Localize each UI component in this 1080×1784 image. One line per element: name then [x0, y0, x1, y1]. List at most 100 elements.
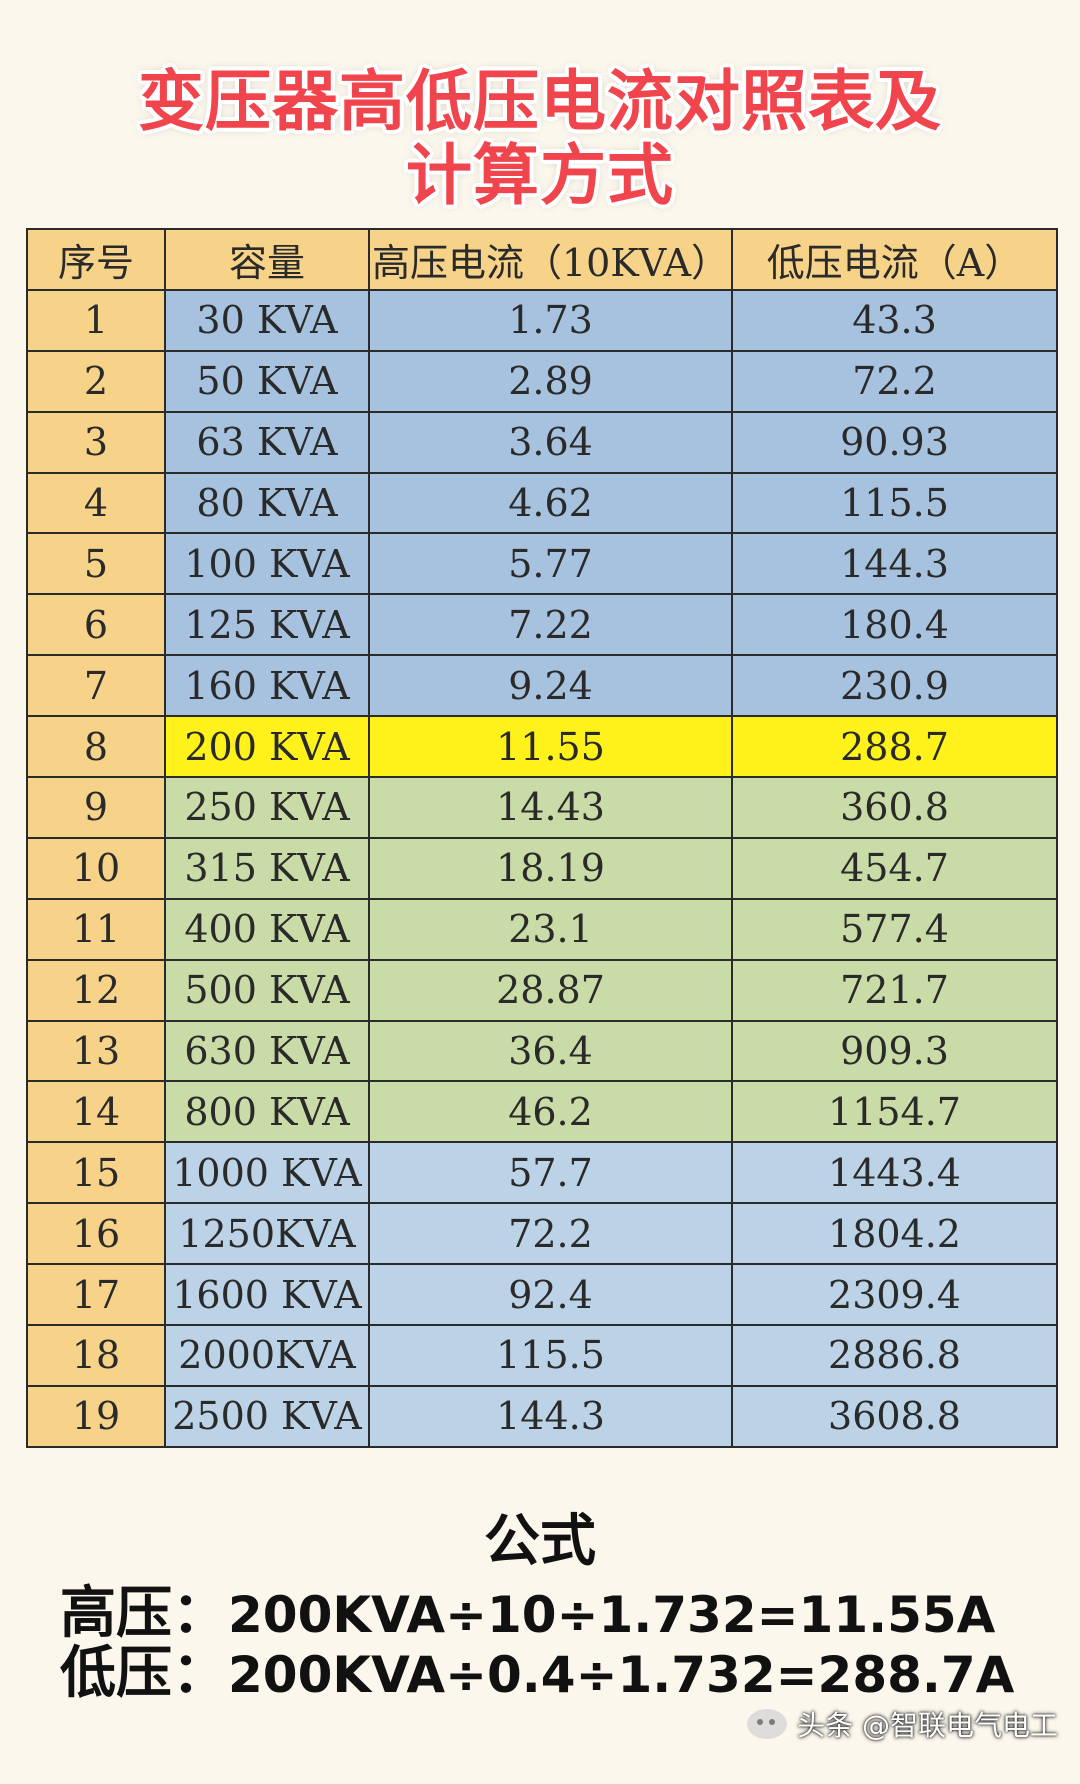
cell-seq: 17 — [26, 1263, 166, 1327]
cell-seq: 14 — [26, 1080, 166, 1144]
wechat-icon — [747, 1709, 788, 1739]
cell-capacity: 100 KVA — [164, 532, 370, 596]
cell-low-current: 43.3 — [731, 288, 1058, 352]
cell-seq: 4 — [26, 471, 166, 535]
cell-seq: 9 — [26, 776, 166, 839]
cell-capacity: 63 KVA — [164, 410, 370, 474]
table-row: 13 630 KVA 36.4 909.3 — [26, 1019, 1058, 1083]
table-body: 1 30 KVA 1.73 43.3 2 50 KVA 2.89 72.2 3 63 KVA 3.6… — [26, 288, 1058, 1448]
cell-seq: 19 — [26, 1384, 166, 1448]
cell-high-current: 92.4 — [368, 1263, 733, 1327]
cell-low-current: 360.8 — [731, 776, 1058, 839]
cell-capacity: 80 KVA — [164, 471, 370, 535]
table-row: 3 63 KVA 3.64 90.93 — [26, 410, 1058, 474]
table-row: 15 1000 KVA 57.7 1443.4 — [26, 1141, 1058, 1205]
cell-seq: 15 — [26, 1141, 166, 1205]
cell-high-current: 28.87 — [368, 958, 733, 1022]
cell-seq: 11 — [26, 897, 166, 961]
cell-high-current: 1.73 — [368, 288, 733, 352]
cell-high-current: 4.62 — [368, 471, 733, 535]
cell-capacity: 500 KVA — [164, 958, 370, 1022]
cell-high-current: 57.7 — [368, 1141, 733, 1205]
cell-capacity: 250 KVA — [164, 776, 370, 839]
cell-high-current: 46.2 — [368, 1080, 733, 1144]
cell-seq: 8 — [26, 715, 166, 779]
formula-low-expression: 200KVA÷0.4÷1.732=288.7A — [228, 1646, 1015, 1704]
cell-high-current: 11.55 — [368, 715, 733, 779]
cell-capacity: 1250KVA — [164, 1202, 370, 1266]
cell-high-current: 144.3 — [368, 1384, 733, 1448]
table-row: 14 800 KVA 46.2 1154.7 — [26, 1080, 1058, 1144]
table-row: 18 2000KVA 115.5 2886.8 — [26, 1324, 1058, 1387]
cell-capacity: 2500 KVA — [164, 1384, 370, 1448]
header-high-current: 高压电流（10KVA） — [368, 228, 733, 291]
cell-capacity: 125 KVA — [164, 593, 370, 657]
cell-high-current: 7.22 — [368, 593, 733, 657]
cell-capacity: 630 KVA — [164, 1019, 370, 1083]
cell-low-current: 577.4 — [731, 897, 1058, 961]
current-table: 序号 容量 高压电流（10KVA） 低压电流（A） 1 30 KVA 1.73 43.… — [26, 228, 1058, 1448]
table-row: 12 500 KVA 28.87 721.7 — [26, 958, 1058, 1022]
header-capacity: 容量 — [164, 228, 370, 291]
cell-high-current: 3.64 — [368, 410, 733, 474]
cell-low-current: 72.2 — [731, 349, 1058, 413]
cell-capacity: 50 KVA — [164, 349, 370, 413]
cell-high-current: 9.24 — [368, 654, 733, 718]
table-header-row: 序号 容量 高压电流（10KVA） 低压电流（A） — [26, 228, 1058, 291]
formula-high-label: 高压： — [60, 1581, 228, 1646]
cell-capacity: 160 KVA — [164, 654, 370, 718]
table-row: 1 30 KVA 1.73 43.3 — [26, 288, 1058, 352]
cell-low-current: 454.7 — [731, 836, 1058, 900]
cell-seq: 7 — [26, 654, 166, 718]
cell-low-current: 1443.4 — [731, 1141, 1058, 1205]
cell-low-current: 909.3 — [731, 1019, 1058, 1083]
table-row: 4 80 KVA 4.62 115.5 — [26, 471, 1058, 535]
table-row: 2 50 KVA 2.89 72.2 — [26, 349, 1058, 413]
cell-capacity: 2000KVA — [164, 1324, 370, 1387]
table-row: 10 315 KVA 18.19 454.7 — [26, 836, 1058, 900]
table-row: 7 160 KVA 9.24 230.9 — [26, 654, 1058, 718]
cell-seq: 3 — [26, 410, 166, 474]
cell-seq: 12 — [26, 958, 166, 1022]
table-row: 6 125 KVA 7.22 180.4 — [26, 593, 1058, 657]
cell-capacity: 200 KVA — [164, 715, 370, 779]
table-row: 19 2500 KVA 144.3 3608.8 — [26, 1384, 1058, 1448]
cell-seq: 10 — [26, 836, 166, 900]
page-title-line1: 变压器高低压电流对照表及 — [138, 63, 942, 140]
header-low-current: 低压电流（A） — [731, 228, 1058, 291]
cell-high-current: 2.89 — [368, 349, 733, 413]
cell-capacity: 400 KVA — [164, 897, 370, 961]
cell-seq: 18 — [26, 1324, 166, 1387]
table-row: 5 100 KVA 5.77 144.3 — [26, 532, 1058, 596]
cell-high-current: 36.4 — [368, 1019, 733, 1083]
cell-low-current: 721.7 — [731, 958, 1058, 1022]
cell-capacity: 30 KVA — [164, 288, 370, 352]
cell-low-current: 90.93 — [731, 410, 1058, 474]
cell-seq: 1 — [26, 288, 166, 352]
cell-low-current: 144.3 — [731, 532, 1058, 596]
cell-capacity: 1000 KVA — [164, 1141, 370, 1205]
table-row: 9 250 KVA 14.43 360.8 — [26, 776, 1058, 839]
cell-seq: 16 — [26, 1202, 166, 1266]
cell-low-current: 2309.4 — [731, 1263, 1058, 1327]
cell-low-current: 2886.8 — [731, 1324, 1058, 1387]
table-row: 17 1600 KVA 92.4 2309.4 — [26, 1263, 1058, 1327]
cell-high-current: 18.19 — [368, 836, 733, 900]
header-seq: 序号 — [26, 228, 166, 291]
watermark-text: 头条 @智联电气电工 — [797, 1709, 1058, 1742]
formula-high-voltage: 高压：200KVA÷10÷1.732=11.55A — [60, 1568, 1080, 1649]
cell-seq: 13 — [26, 1019, 166, 1083]
cell-high-current: 23.1 — [368, 897, 733, 961]
cell-low-current: 115.5 — [731, 471, 1058, 535]
cell-high-current: 115.5 — [368, 1324, 733, 1387]
table-row: 8 200 KVA 11.55 288.7 — [26, 715, 1058, 779]
table-row: 16 1250KVA 72.2 1804.2 — [26, 1202, 1058, 1266]
cell-seq: 6 — [26, 593, 166, 657]
cell-low-current: 3608.8 — [731, 1384, 1058, 1448]
cell-high-current: 5.77 — [368, 532, 733, 596]
cell-capacity: 800 KVA — [164, 1080, 370, 1144]
cell-seq: 2 — [26, 349, 166, 413]
cell-high-current: 72.2 — [368, 1202, 733, 1266]
cell-low-current: 1154.7 — [731, 1080, 1058, 1144]
cell-low-current: 180.4 — [731, 593, 1058, 657]
